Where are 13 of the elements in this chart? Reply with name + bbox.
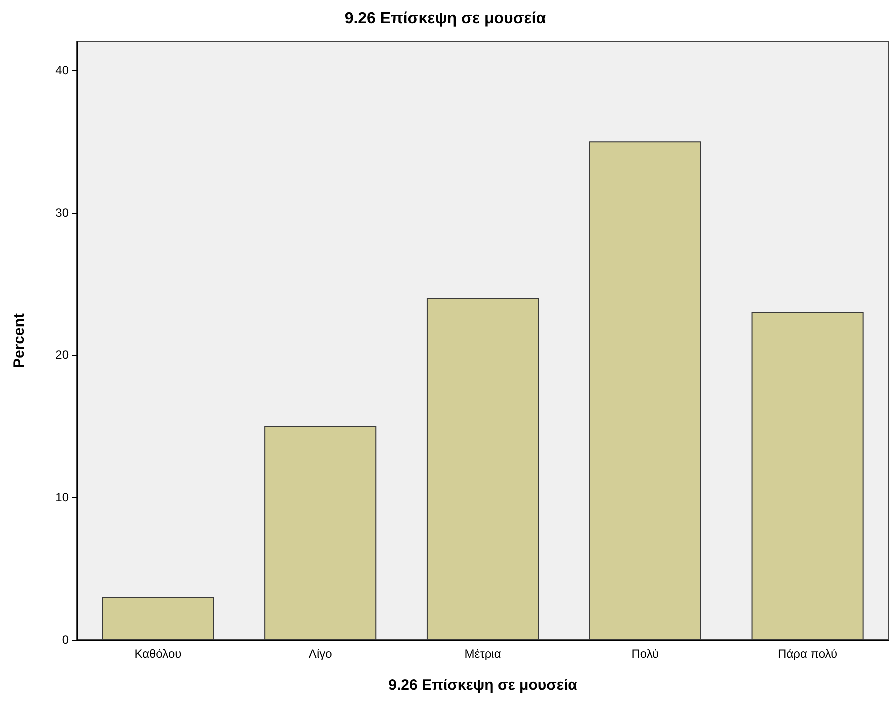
y-tick-label: 20 <box>56 348 70 362</box>
x-axis-title: 9.26 Επίσκεψη σε μουσεία <box>388 677 578 694</box>
x-tick-label: Μέτρια <box>464 647 502 661</box>
y-tick-label: 10 <box>56 490 70 505</box>
y-tick-label: 30 <box>56 206 70 220</box>
y-tick-label: 0 <box>62 633 70 647</box>
chart-title: 9.26 Επίσκεψη σε μουσεία <box>344 10 546 28</box>
x-tick-label: Καθόλου <box>134 647 182 661</box>
x-tick-label: Λίγο <box>308 647 333 661</box>
y-axis-title: Percent <box>11 313 28 369</box>
y-tick-label: 40 <box>56 63 70 78</box>
x-tick-label: Πολύ <box>632 647 660 661</box>
x-tick-label: Πάρα πολύ <box>778 647 838 661</box>
